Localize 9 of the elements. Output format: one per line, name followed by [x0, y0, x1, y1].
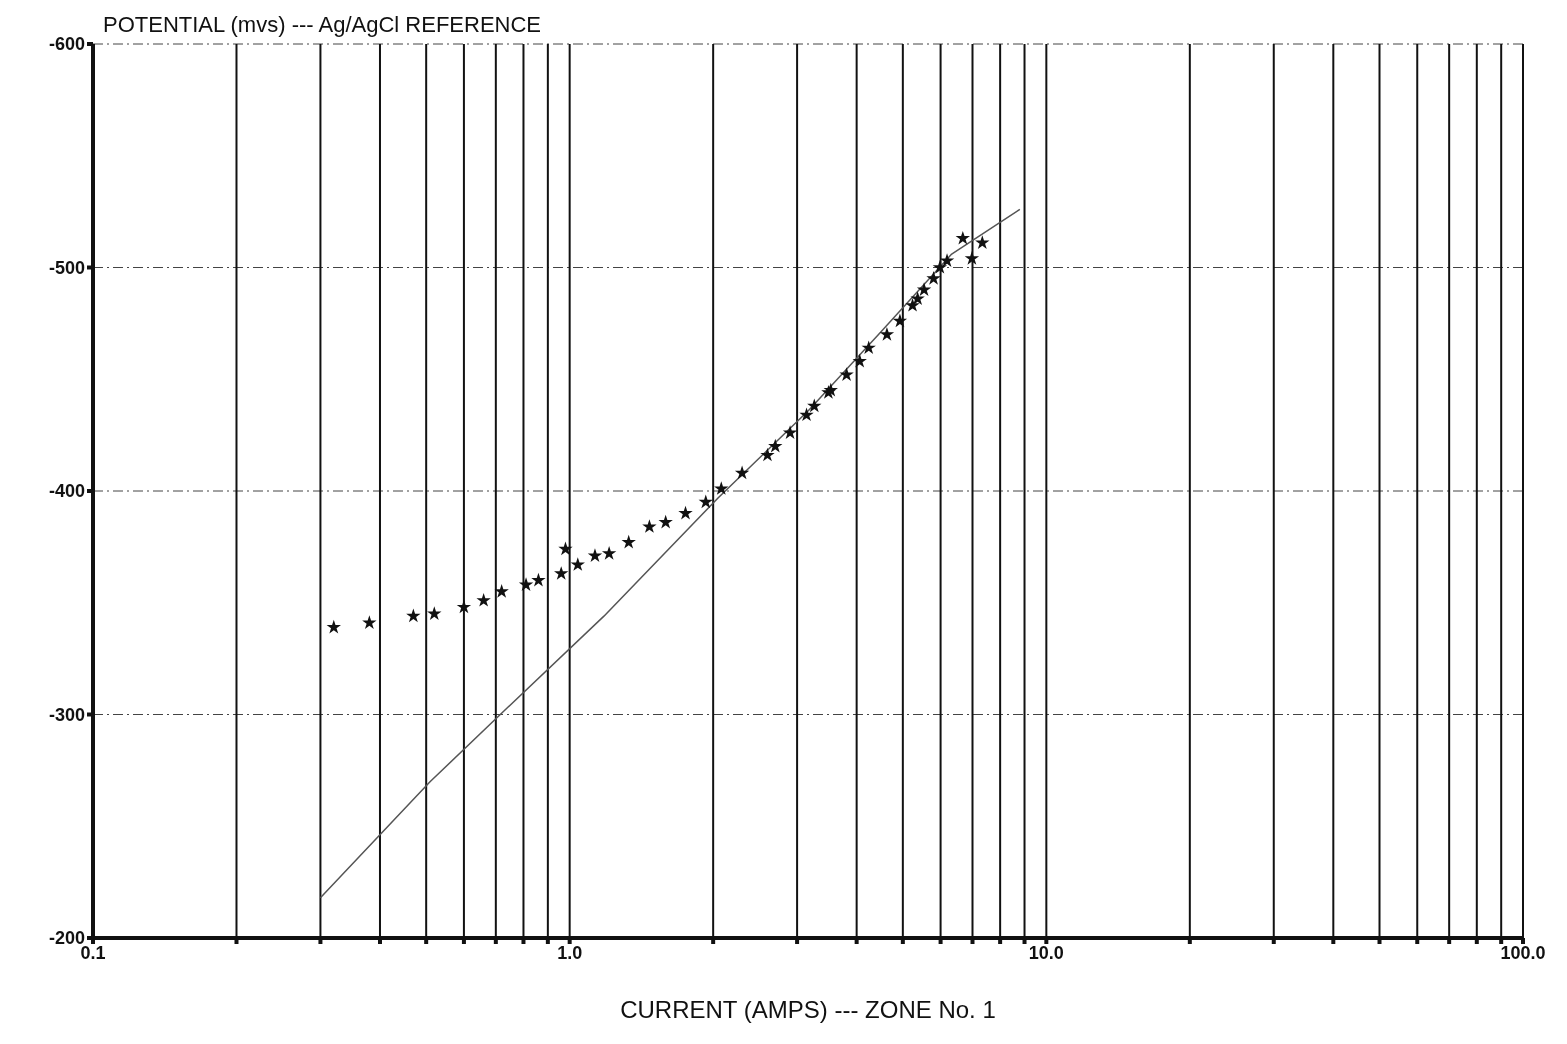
y-tick-label: -300: [48, 704, 85, 725]
y-tick-label: -600: [48, 34, 85, 55]
x-tick-label: 1.0: [557, 942, 583, 963]
y-tick-label: -500: [48, 257, 85, 278]
y-axis-title: POTENTIAL (mvs) --- Ag/AgCl REFERENCE: [103, 12, 542, 38]
x-tick-label: 10.0: [1028, 942, 1064, 963]
y-tick-label: -400: [48, 481, 85, 502]
x-axis-title: CURRENT (AMPS) --- ZONE No. 1: [620, 996, 996, 1023]
x-tick-label: 100.0: [1500, 942, 1546, 963]
